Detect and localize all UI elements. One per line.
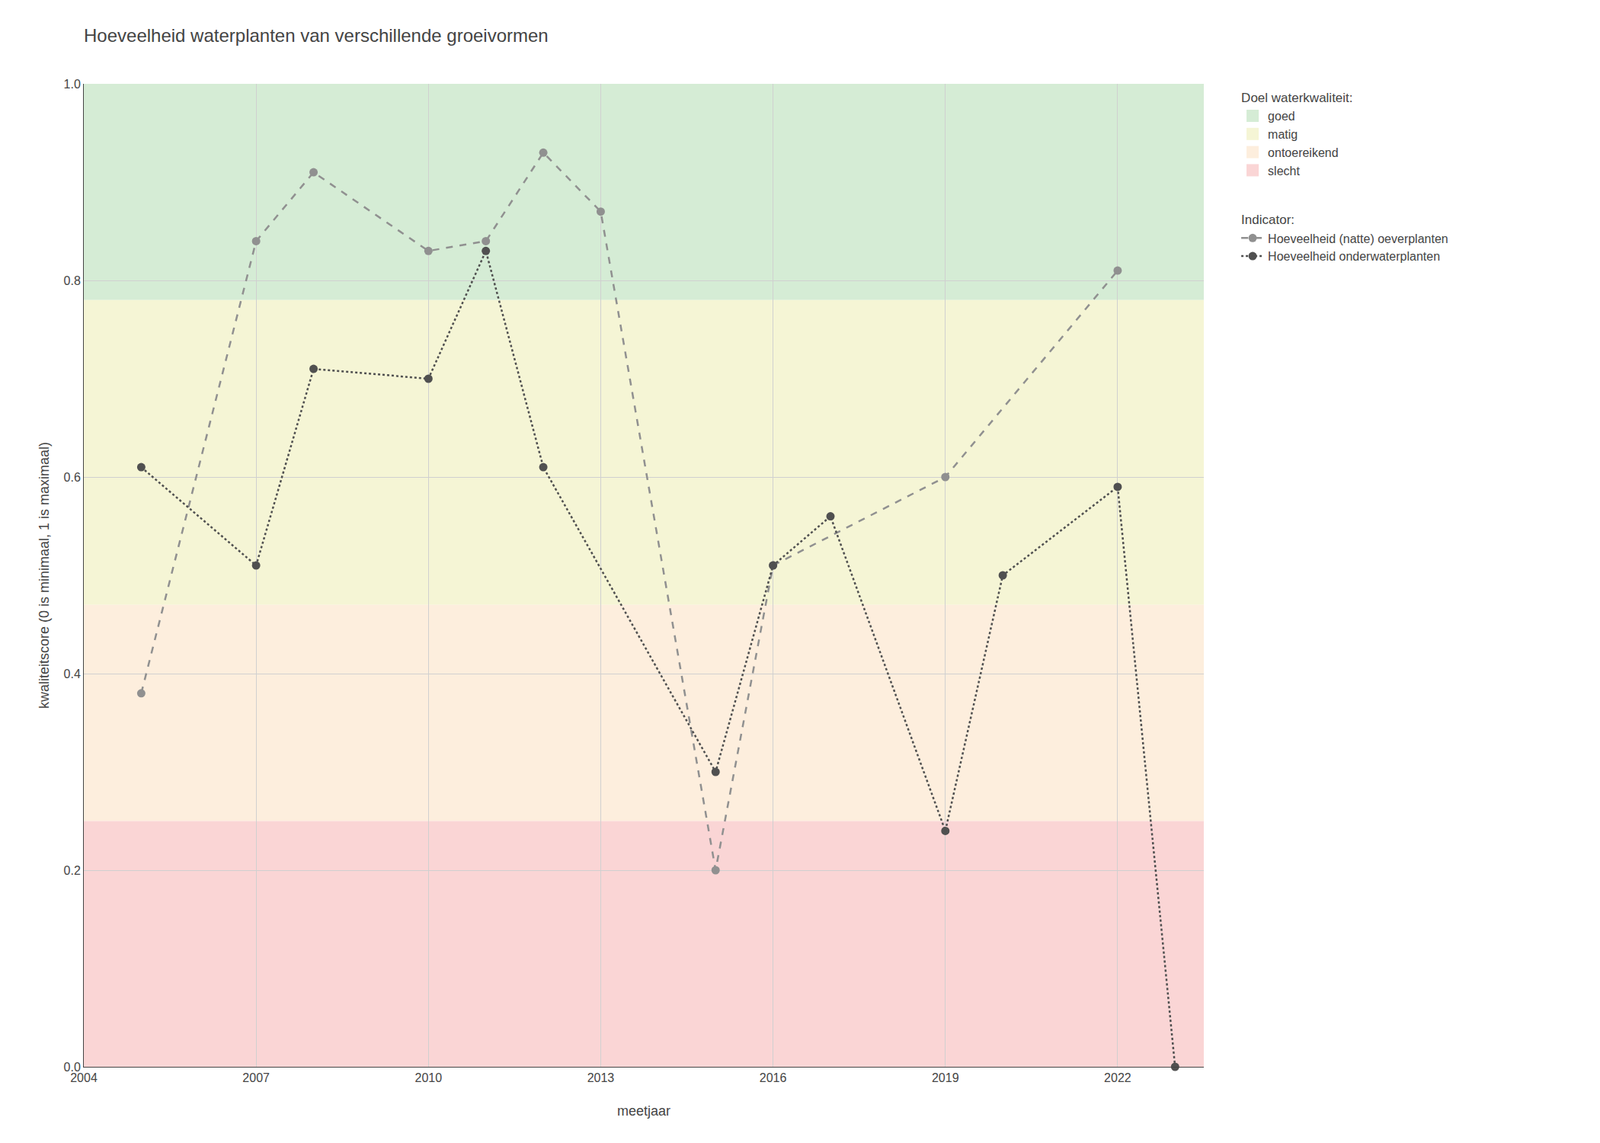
svg-text:1.0: 1.0: [64, 77, 81, 91]
svg-text:slecht: slecht: [1267, 164, 1300, 178]
svg-text:2007: 2007: [242, 1071, 270, 1085]
svg-text:2022: 2022: [1104, 1071, 1132, 1085]
svg-text:goed: goed: [1267, 109, 1296, 123]
svg-text:0.0: 0.0: [64, 1060, 81, 1074]
svg-text:2013: 2013: [587, 1071, 615, 1085]
svg-text:2019: 2019: [931, 1071, 960, 1085]
svg-text:2016: 2016: [759, 1071, 788, 1085]
svg-text:Hoeveelheid (natte) oeverplant: Hoeveelheid (natte) oeverplanten: [1267, 232, 1449, 246]
svg-text:kwaliteitscore (0 is minimaal,: kwaliteitscore (0 is minimaal, 1 is maxi…: [36, 441, 52, 709]
svg-text:matig: matig: [1267, 128, 1298, 141]
svg-text:0.8: 0.8: [64, 274, 81, 288]
svg-text:Hoeveelheid waterplanten van v: Hoeveelheid waterplanten van verschillen…: [83, 25, 549, 46]
svg-text:Doel waterkwaliteit:: Doel waterkwaliteit:: [1241, 90, 1353, 106]
svg-text:0.6: 0.6: [64, 470, 81, 484]
svg-text:0.2: 0.2: [64, 864, 81, 877]
svg-text:meetjaar: meetjaar: [617, 1103, 671, 1119]
svg-text:ontoereikend: ontoereikend: [1267, 146, 1339, 160]
svg-text:Indicator:: Indicator:: [1241, 212, 1295, 228]
svg-text:Hoeveelheid onderwaterplanten: Hoeveelheid onderwaterplanten: [1267, 249, 1440, 263]
svg-text:2004: 2004: [70, 1071, 98, 1085]
svg-text:0.4: 0.4: [64, 667, 81, 681]
svg-text:2010: 2010: [415, 1071, 443, 1085]
